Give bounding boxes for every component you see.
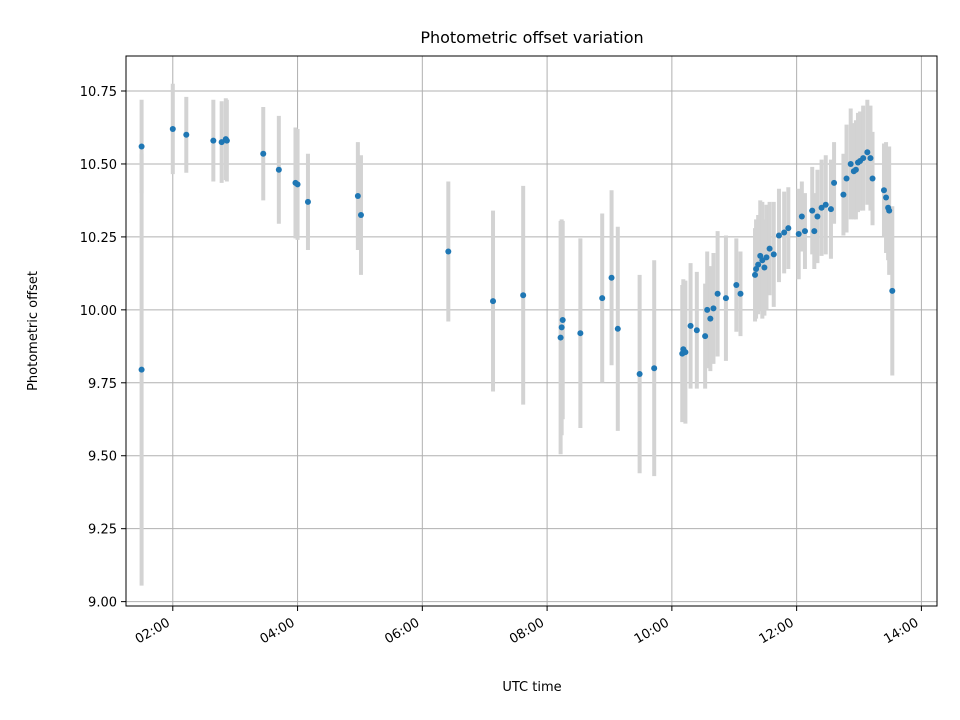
data-point	[223, 137, 230, 144]
data-point	[883, 194, 890, 201]
y-tick-label: 9.75	[88, 377, 117, 392]
data-point	[763, 254, 770, 261]
data-point	[840, 191, 847, 198]
y-tick-label: 9.00	[88, 596, 117, 611]
error-bars	[139, 83, 895, 586]
data-point	[599, 295, 606, 302]
data-point	[770, 251, 777, 258]
data-point	[752, 271, 759, 278]
data-point	[880, 187, 887, 194]
data-point	[608, 274, 615, 281]
data-point	[636, 371, 643, 378]
data-point	[210, 137, 217, 144]
y-tick-label: 9.50	[88, 450, 117, 465]
data-point	[755, 261, 762, 268]
data-point	[138, 143, 145, 150]
data-point	[687, 322, 694, 329]
data-point	[864, 149, 871, 156]
data-point	[714, 290, 721, 297]
data-point	[759, 257, 766, 264]
x-tick-label: 04:00	[258, 615, 298, 647]
data-point	[860, 155, 867, 162]
data-point	[798, 213, 805, 220]
data-point	[814, 213, 821, 220]
y-axis-label: Photometric offset	[26, 271, 41, 391]
data-point	[354, 193, 361, 200]
data-point	[557, 334, 564, 341]
data-point	[651, 365, 658, 372]
chart-title: Photometric offset variation	[420, 28, 643, 47]
data-point	[775, 232, 782, 239]
data-point	[682, 349, 689, 356]
data-points	[138, 125, 896, 378]
data-point	[614, 325, 621, 332]
data-point	[559, 317, 566, 324]
data-point	[490, 298, 497, 305]
data-point	[818, 204, 825, 211]
data-point	[558, 324, 565, 331]
grid-lines	[126, 56, 937, 606]
data-point	[138, 366, 145, 373]
data-point	[847, 160, 854, 167]
x-tick-label: 10:00	[632, 615, 672, 647]
data-point	[831, 179, 838, 186]
x-tick-label: 14:00	[881, 615, 921, 647]
data-point	[218, 139, 225, 146]
y-tick-label: 10.25	[80, 231, 117, 246]
data-point	[294, 181, 301, 188]
y-tick-label: 10.00	[80, 304, 117, 319]
x-tick-label: 02:00	[133, 615, 173, 647]
y-tick-label: 10.50	[80, 158, 117, 173]
data-point	[843, 175, 850, 182]
data-point	[785, 225, 792, 232]
data-point	[822, 201, 829, 208]
data-point	[781, 229, 788, 236]
x-tick-label: 12:00	[757, 615, 797, 647]
y-tick-label: 10.75	[80, 85, 117, 100]
data-point	[445, 248, 452, 255]
data-point	[827, 206, 834, 213]
y-axis-ticks: 9.00 9.25 9.50 9.75 10.00 10.25 10.50 10.75	[80, 85, 126, 611]
data-point	[737, 290, 744, 297]
data-point	[275, 166, 282, 173]
data-point	[811, 228, 818, 235]
data-point	[577, 330, 584, 337]
data-point	[707, 315, 714, 322]
x-tick-label: 08:00	[507, 615, 547, 647]
data-point	[693, 327, 700, 334]
data-point	[869, 175, 876, 182]
data-point	[795, 230, 802, 237]
data-point	[761, 264, 768, 271]
data-point	[710, 305, 717, 312]
data-point	[889, 287, 896, 294]
data-point	[704, 306, 711, 313]
data-point	[357, 212, 364, 219]
data-point	[867, 155, 874, 162]
data-point	[520, 292, 527, 299]
data-point	[260, 150, 267, 157]
x-axis-ticks: 02:00 04:00 06:00 08:00 10:00 12:00 14:00	[133, 606, 922, 647]
data-point	[733, 282, 740, 289]
data-point	[766, 245, 773, 252]
plot-frame	[125, 55, 938, 607]
data-point	[183, 131, 190, 138]
data-point	[809, 207, 816, 214]
data-point	[886, 207, 893, 214]
x-tick-label: 06:00	[382, 615, 422, 647]
data-point	[304, 198, 311, 205]
data-point	[801, 228, 808, 235]
data-point	[722, 295, 729, 302]
x-axis-label: UTC time	[502, 680, 561, 695]
data-point	[852, 166, 859, 173]
data-point	[702, 333, 709, 340]
data-point	[169, 125, 176, 132]
y-tick-label: 9.25	[88, 523, 117, 538]
